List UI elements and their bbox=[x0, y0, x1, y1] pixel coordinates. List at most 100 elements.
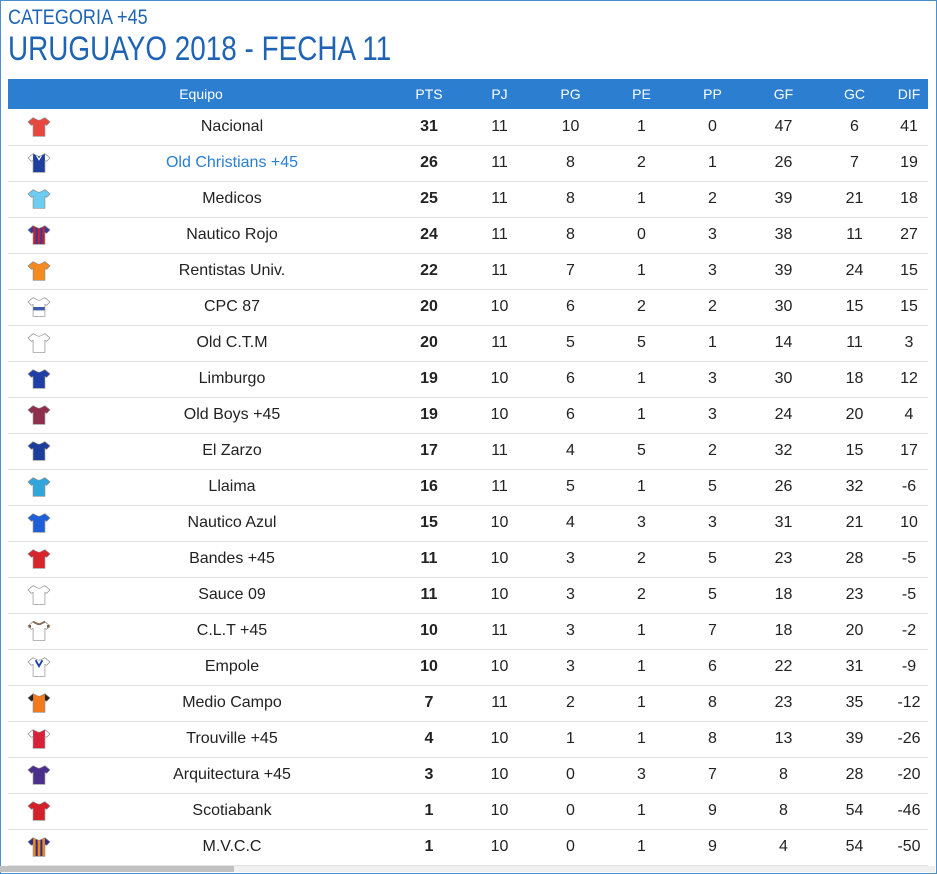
cell-gf: 30 bbox=[748, 289, 819, 326]
team-shirt-icon bbox=[8, 793, 70, 830]
column-header-pe[interactable]: PE bbox=[632, 86, 651, 102]
cell-dif: 17 bbox=[890, 433, 928, 470]
cell-pp: 3 bbox=[677, 361, 748, 398]
cell-pg: 5 bbox=[535, 325, 606, 362]
team-shirt-icon bbox=[8, 505, 70, 542]
cell-pe: 1 bbox=[606, 649, 677, 686]
column-header-pts[interactable]: PTS bbox=[415, 86, 443, 102]
cell-pg: 3 bbox=[535, 613, 606, 650]
cell-gf: 23 bbox=[748, 541, 819, 578]
cell-gc: 54 bbox=[819, 829, 890, 866]
standings-table: Equipo PTS PJ PG PE PP GF GC DIF Naciona… bbox=[8, 79, 928, 866]
column-header-pg[interactable]: PG bbox=[560, 86, 581, 102]
cell-pts: 11 bbox=[394, 577, 464, 614]
table-row: Nautico Azul 15 10 4 3 3 31 21 10 bbox=[8, 505, 928, 542]
cell-pj: 11 bbox=[464, 325, 535, 362]
cell-pj: 10 bbox=[464, 361, 535, 398]
cell-pe: 0 bbox=[606, 217, 677, 254]
cell-gf: 8 bbox=[748, 757, 819, 794]
cell-gc: 20 bbox=[819, 613, 890, 650]
cell-pj: 10 bbox=[464, 541, 535, 578]
cell-pts: 10 bbox=[394, 649, 464, 686]
cell-pp: 3 bbox=[677, 217, 748, 254]
cell-pts: 19 bbox=[394, 397, 464, 434]
team-name: Llaima bbox=[208, 478, 256, 495]
team-name: C.L.T +45 bbox=[196, 622, 268, 639]
cell-pe: 1 bbox=[606, 721, 677, 758]
table-header-row: Equipo PTS PJ PG PE PP GF GC DIF bbox=[8, 79, 928, 109]
cell-pp: 5 bbox=[677, 469, 748, 506]
horizontal-scrollbar[interactable] bbox=[0, 866, 935, 872]
table-row: M.V.C.C 1 10 0 1 9 4 54 -50 bbox=[8, 829, 928, 866]
cell-dif: -6 bbox=[890, 469, 928, 506]
table-row: Nacional 31 11 10 1 0 47 6 41 bbox=[8, 109, 928, 146]
team-name: Old Boys +45 bbox=[183, 406, 281, 423]
team-name-cell: Limburgo bbox=[70, 361, 394, 398]
cell-pj: 10 bbox=[464, 577, 535, 614]
cell-pe: 2 bbox=[606, 541, 677, 578]
cell-pe: 2 bbox=[606, 577, 677, 614]
cell-gf: 30 bbox=[748, 361, 819, 398]
cell-pe: 3 bbox=[606, 505, 677, 542]
cell-gc: 18 bbox=[819, 361, 890, 398]
cell-pe: 1 bbox=[606, 397, 677, 434]
cell-dif: 12 bbox=[890, 361, 928, 398]
team-name-link[interactable]: Old Christians +45 bbox=[165, 154, 299, 171]
cell-gf: 31 bbox=[748, 505, 819, 542]
cell-gf: 14 bbox=[748, 325, 819, 362]
cell-pj: 10 bbox=[464, 649, 535, 686]
table-row: Llaima 16 11 5 1 5 26 32 -6 bbox=[8, 469, 928, 506]
cell-pp: 0 bbox=[677, 109, 748, 146]
team-shirt-icon bbox=[8, 217, 70, 254]
team-shirt-icon bbox=[8, 145, 70, 182]
cell-pp: 7 bbox=[677, 613, 748, 650]
cell-dif: 3 bbox=[890, 325, 928, 362]
cell-gc: 28 bbox=[819, 757, 890, 794]
standings-body: Nacional 31 11 10 1 0 47 6 41 Old Christians +45 2… bbox=[8, 109, 928, 866]
team-name: Arquitectura +45 bbox=[173, 766, 291, 783]
column-header-pj[interactable]: PJ bbox=[491, 86, 508, 102]
column-header-pp[interactable]: PP bbox=[703, 86, 722, 102]
table-row: Medio Campo 7 11 2 1 8 23 35 -12 bbox=[8, 685, 928, 722]
team-name: Rentistas Univ. bbox=[178, 262, 286, 279]
team-shirt-icon bbox=[8, 181, 70, 218]
cell-gf: 26 bbox=[748, 145, 819, 182]
cell-pj: 11 bbox=[464, 181, 535, 218]
team-name-cell: Medicos bbox=[70, 181, 394, 218]
cell-pts: 31 bbox=[394, 109, 464, 146]
column-header-dif[interactable]: DIF bbox=[897, 86, 921, 102]
cell-pts: 26 bbox=[394, 145, 464, 182]
column-header-gf[interactable]: GF bbox=[773, 86, 794, 102]
team-name-cell: Nautico Azul bbox=[70, 505, 394, 542]
cell-pts: 10 bbox=[394, 613, 464, 650]
column-header-team[interactable]: Equipo bbox=[179, 86, 223, 102]
team-shirt-icon bbox=[8, 685, 70, 722]
cell-pp: 6 bbox=[677, 649, 748, 686]
scrollbar-thumb[interactable] bbox=[0, 866, 234, 872]
cell-pj: 11 bbox=[464, 613, 535, 650]
team-name: Trouville +45 bbox=[186, 730, 278, 747]
team-shirt-icon bbox=[8, 649, 70, 686]
team-name-cell: Sauce 09 bbox=[70, 577, 394, 614]
cell-dif: 18 bbox=[890, 181, 928, 218]
cell-pe: 1 bbox=[606, 361, 677, 398]
team-name-cell: Nacional bbox=[70, 109, 394, 146]
cell-pg: 3 bbox=[535, 541, 606, 578]
team-name-cell: Medio Campo bbox=[70, 685, 394, 722]
table-row: Old Boys +45 19 10 6 1 3 24 20 4 bbox=[8, 397, 928, 434]
cell-pts: 19 bbox=[394, 361, 464, 398]
cell-pe: 1 bbox=[606, 253, 677, 290]
cell-pp: 3 bbox=[677, 397, 748, 434]
team-name-cell: Old Boys +45 bbox=[70, 397, 394, 434]
cell-dif: 15 bbox=[890, 289, 928, 326]
cell-gc: 39 bbox=[819, 721, 890, 758]
cell-pts: 24 bbox=[394, 217, 464, 254]
cell-pts: 17 bbox=[394, 433, 464, 470]
cell-pp: 1 bbox=[677, 325, 748, 362]
cell-pe: 1 bbox=[606, 685, 677, 722]
team-shirt-icon bbox=[8, 361, 70, 398]
column-header-gc[interactable]: GC bbox=[844, 86, 865, 102]
team-name: CPC 87 bbox=[203, 298, 261, 315]
table-row: Scotiabank 1 10 0 1 9 8 54 -46 bbox=[8, 793, 928, 830]
cell-pp: 9 bbox=[677, 793, 748, 830]
